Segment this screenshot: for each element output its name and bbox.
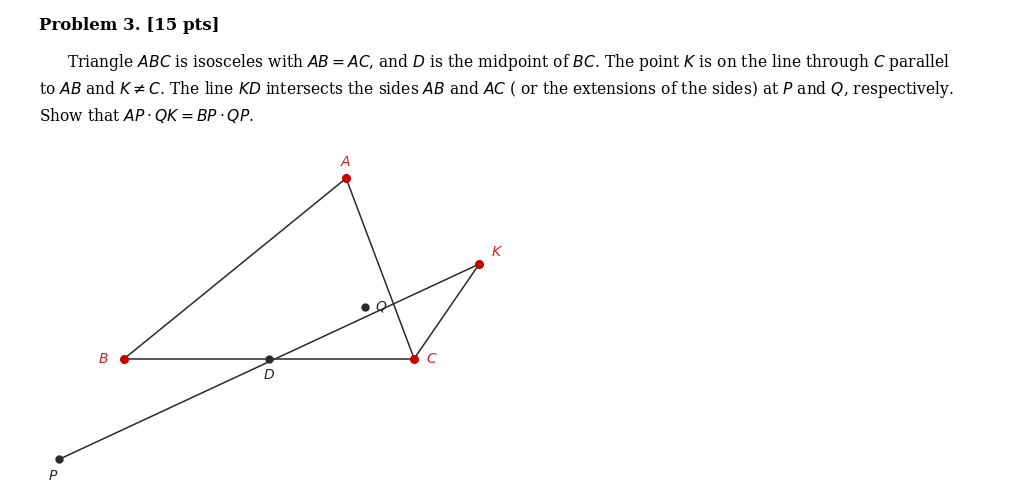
Text: Triangle $\mathit{ABC}$ is isosceles with $\mathit{AB} = \mathit{AC}$, and $\mat: Triangle $\mathit{ABC}$ is isosceles wit…: [67, 52, 949, 73]
Text: Show that $\mathit{AP} \cdot \mathit{QK} = \mathit{BP} \cdot \mathit{QP}$.: Show that $\mathit{AP} \cdot \mathit{QK}…: [39, 106, 254, 125]
Text: $\mathit{A}$: $\mathit{A}$: [340, 155, 352, 169]
Text: $\mathit{K}$: $\mathit{K}$: [490, 245, 503, 259]
Text: $\mathit{D}$: $\mathit{D}$: [263, 368, 275, 382]
Text: $\mathit{C}$: $\mathit{C}$: [426, 352, 437, 366]
Text: to $\mathit{AB}$ and $\mathit{K} \neq \mathit{C}$. The line $\mathit{KD}$ inters: to $\mathit{AB}$ and $\mathit{K} \neq \m…: [39, 79, 953, 100]
Text: $\mathit{P}$: $\mathit{P}$: [48, 469, 58, 483]
Text: $\mathit{B}$: $\mathit{B}$: [98, 352, 109, 366]
Text: $\mathit{Q}$: $\mathit{Q}$: [376, 299, 388, 314]
Text: Problem 3. [15 pts]: Problem 3. [15 pts]: [39, 17, 219, 34]
